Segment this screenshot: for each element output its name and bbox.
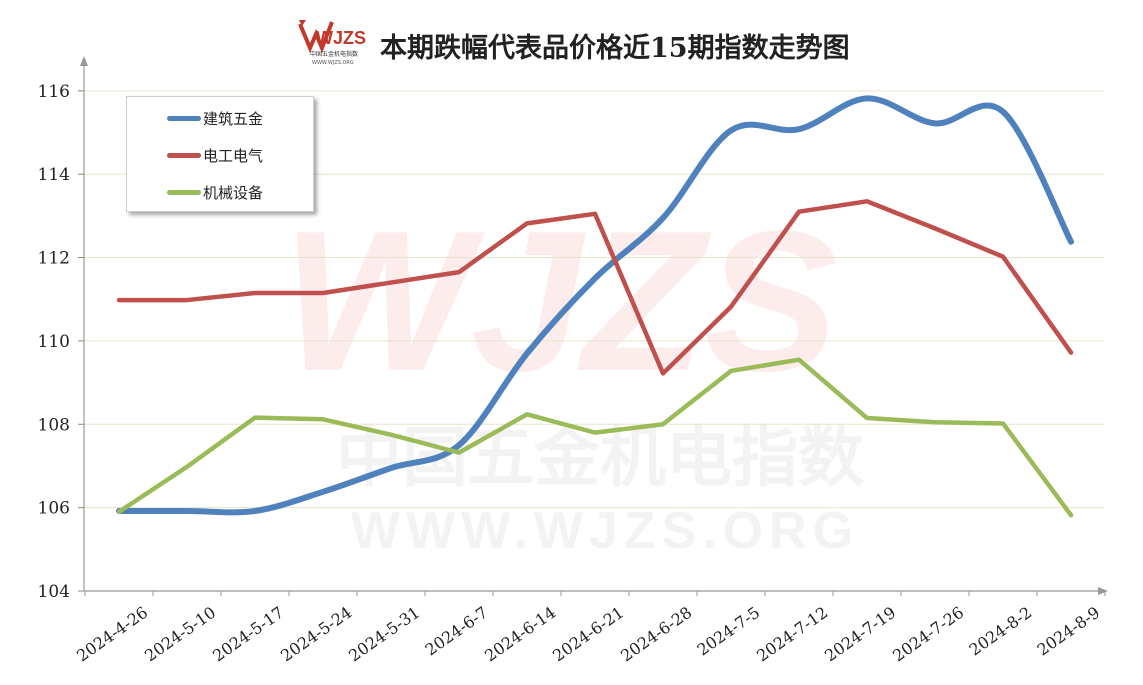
legend-swatch-red [167,153,201,158]
logo-url: WWW.WJZS.ORG [312,60,354,66]
axes [80,56,1108,595]
x-tick-label: 2024-6-14 [481,603,559,666]
y-tick-label: 116 [38,82,70,102]
legend-label: 建筑五金 [203,110,264,128]
legend-swatch-blue [167,116,201,121]
wjzs-logo: WJZS 中国五金机电指数 WWW.WJZS.ORG [298,20,366,66]
x-tick-label: 2024-5-17 [209,603,287,666]
legend-item: 电工电气 [127,142,313,168]
watermark-url: WWW.WJZS.ORG [351,502,859,560]
y-tick-label: 110 [38,332,70,352]
x-tick-label: 2024-7-19 [821,603,899,666]
chart-legend: 建筑五金 电工电气 机械设备 [126,96,314,212]
legend-label: 电工电气 [203,147,264,165]
x-tick-label: 2024-7-12 [753,603,831,666]
logo-text: WJZS [316,28,366,48]
x-tick-label: 2024-6-21 [549,603,627,666]
legend-item: 建筑五金 [127,105,313,131]
y-tick-label: 114 [38,165,70,185]
watermark-mark: WJZS [282,190,838,413]
x-tick-labels: 2024-4-262024-5-102024-5-172024-5-242024… [73,591,1106,666]
x-tick-label: 2024-5-24 [277,603,355,666]
x-tick-label: 2024-8-2 [966,603,1036,660]
legend-item: 机械设备 [127,179,313,205]
x-tick-label: 2024-6-28 [617,603,695,666]
y-tick-label: 108 [38,415,70,435]
y-tick-label: 104 [38,582,70,602]
y-axis-arrow [80,56,88,66]
logo-subtext: 中国五金机电指数 [310,50,358,58]
x-tick-label: 2024-7-26 [889,603,967,666]
y-tick-label: 106 [38,499,70,519]
legend-label: 机械设备 [203,184,264,202]
x-tick-label: 2024-5-10 [141,603,219,666]
chart-header: WJZS 中国五金机电指数 WWW.WJZS.ORG 本期跌幅代表品价格近15期… [0,10,1143,66]
x-tick-label: 2024-4-26 [73,603,151,666]
legend-swatch-green [167,190,201,195]
x-tick-label: 2024-8-9 [1034,603,1104,660]
x-tick-label: 2024-5-31 [345,603,423,666]
x-axis-arrow [1098,587,1108,595]
series-lines [116,95,1074,518]
y-tick-labels: 104 106 108 110 112 114 116 [38,82,70,602]
y-tick-label: 112 [38,249,70,269]
chart-title: 本期跌幅代表品价格近15期指数走势图 [380,33,850,64]
